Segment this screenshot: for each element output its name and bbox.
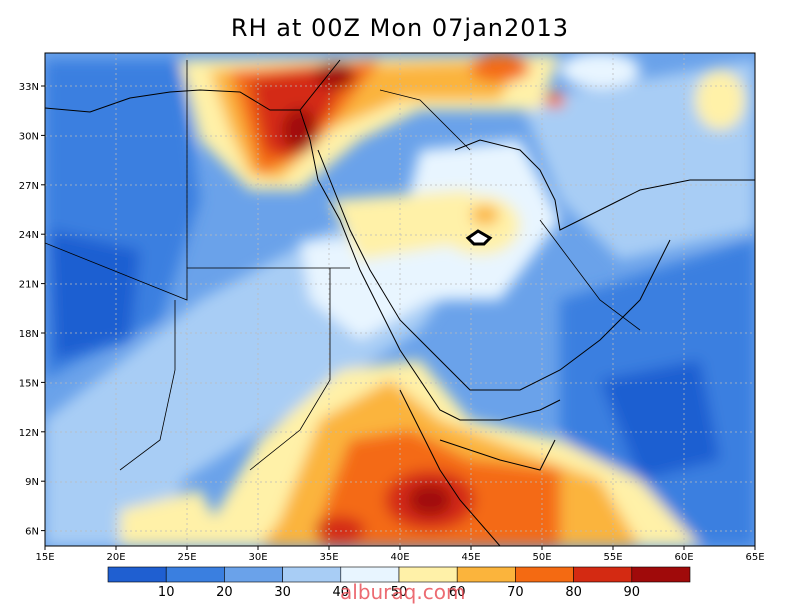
colorbar-label: 70 (507, 585, 524, 600)
colorbar-swatch (165, 566, 225, 583)
x-tick-label: 25E (177, 552, 196, 563)
y-tick-label: 24N (19, 230, 39, 241)
colorbar-swatch (573, 566, 633, 583)
x-axis-ticks: 15E 20E 25E 30E 35E 40E 45E 50E 55E 60E 65E (35, 546, 765, 563)
y-tick-label: 9N (25, 477, 39, 488)
watermark: alburaq.com (340, 580, 466, 604)
y-tick-label: 6N (25, 527, 39, 538)
colorbar-label: 40 (333, 585, 350, 600)
y-axis-ticks: 33N 30N 27N 24N 21N 18N 15N 12N 9N 6N (19, 82, 45, 538)
colorbar-label: 20 (216, 585, 233, 600)
y-tick-label: 27N (19, 181, 39, 192)
y-tick-label: 21N (19, 280, 39, 291)
x-tick-label: 15E (35, 552, 54, 563)
colorbar-swatch (515, 566, 574, 583)
colorbar: 10 20 30 40 50 60 70 80 90 (107, 566, 691, 600)
colorbar-swatch (631, 566, 691, 583)
map-title: RH at 00Z Mon 07jan2013 (230, 14, 570, 42)
x-tick-label: 50E (532, 552, 551, 563)
colorbar-swatch (282, 566, 342, 583)
x-tick-label: 20E (106, 552, 125, 563)
x-tick-label: 65E (745, 552, 764, 563)
x-tick-label: 55E (603, 552, 622, 563)
y-tick-label: 30N (19, 131, 39, 142)
colorbar-swatch (456, 566, 516, 583)
colorbar-label: 90 (624, 585, 641, 600)
colorbar-label: 80 (565, 585, 582, 600)
y-tick-label: 33N (19, 82, 39, 93)
colorbar-label: 50 (391, 585, 408, 600)
borders (45, 60, 641, 471)
x-tick-label: 35E (319, 552, 338, 563)
station-marker-icon (465, 229, 493, 246)
x-tick-label: 30E (248, 552, 267, 563)
x-tick-label: 45E (461, 552, 480, 563)
colorbar-label: 30 (274, 585, 291, 600)
colorbar-swatch (107, 566, 167, 583)
x-tick-label: 60E (674, 552, 693, 563)
colorbar-label: 10 (158, 585, 175, 600)
colorbar-label: 60 (449, 585, 466, 600)
y-tick-label: 15N (19, 378, 39, 389)
rh-field (45, 53, 755, 546)
coastlines (45, 59, 755, 546)
y-tick-label: 18N (19, 329, 39, 340)
grid-lines (45, 53, 755, 546)
y-tick-label: 12N (19, 428, 39, 439)
x-tick-label: 40E (390, 552, 409, 563)
colorbar-swatch (224, 566, 283, 583)
